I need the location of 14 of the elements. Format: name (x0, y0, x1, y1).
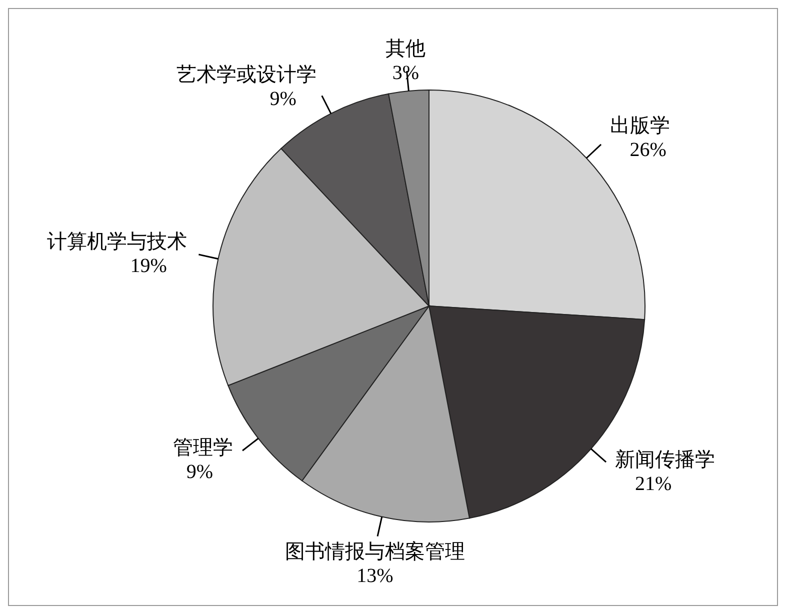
slice-label: 新闻传播学 (615, 449, 716, 472)
slice-label: 出版学 (610, 115, 670, 138)
slice-label: 艺术学或设计学 (176, 64, 316, 86)
data-label: 13% (356, 565, 394, 588)
data-label: 26% (630, 139, 666, 162)
data-label: 3% (392, 62, 419, 84)
data-label: 19% (130, 254, 167, 277)
data-label: 21% (635, 473, 672, 496)
slice-label: 计算机学与技术 (46, 230, 187, 253)
slice-label: 其他 (386, 38, 426, 60)
slice-label: 管理学 (173, 437, 234, 459)
slice-label: 图书情报与档案管理 (284, 540, 465, 564)
data-label: 9% (186, 461, 214, 483)
data-label: 9% (270, 88, 296, 110)
